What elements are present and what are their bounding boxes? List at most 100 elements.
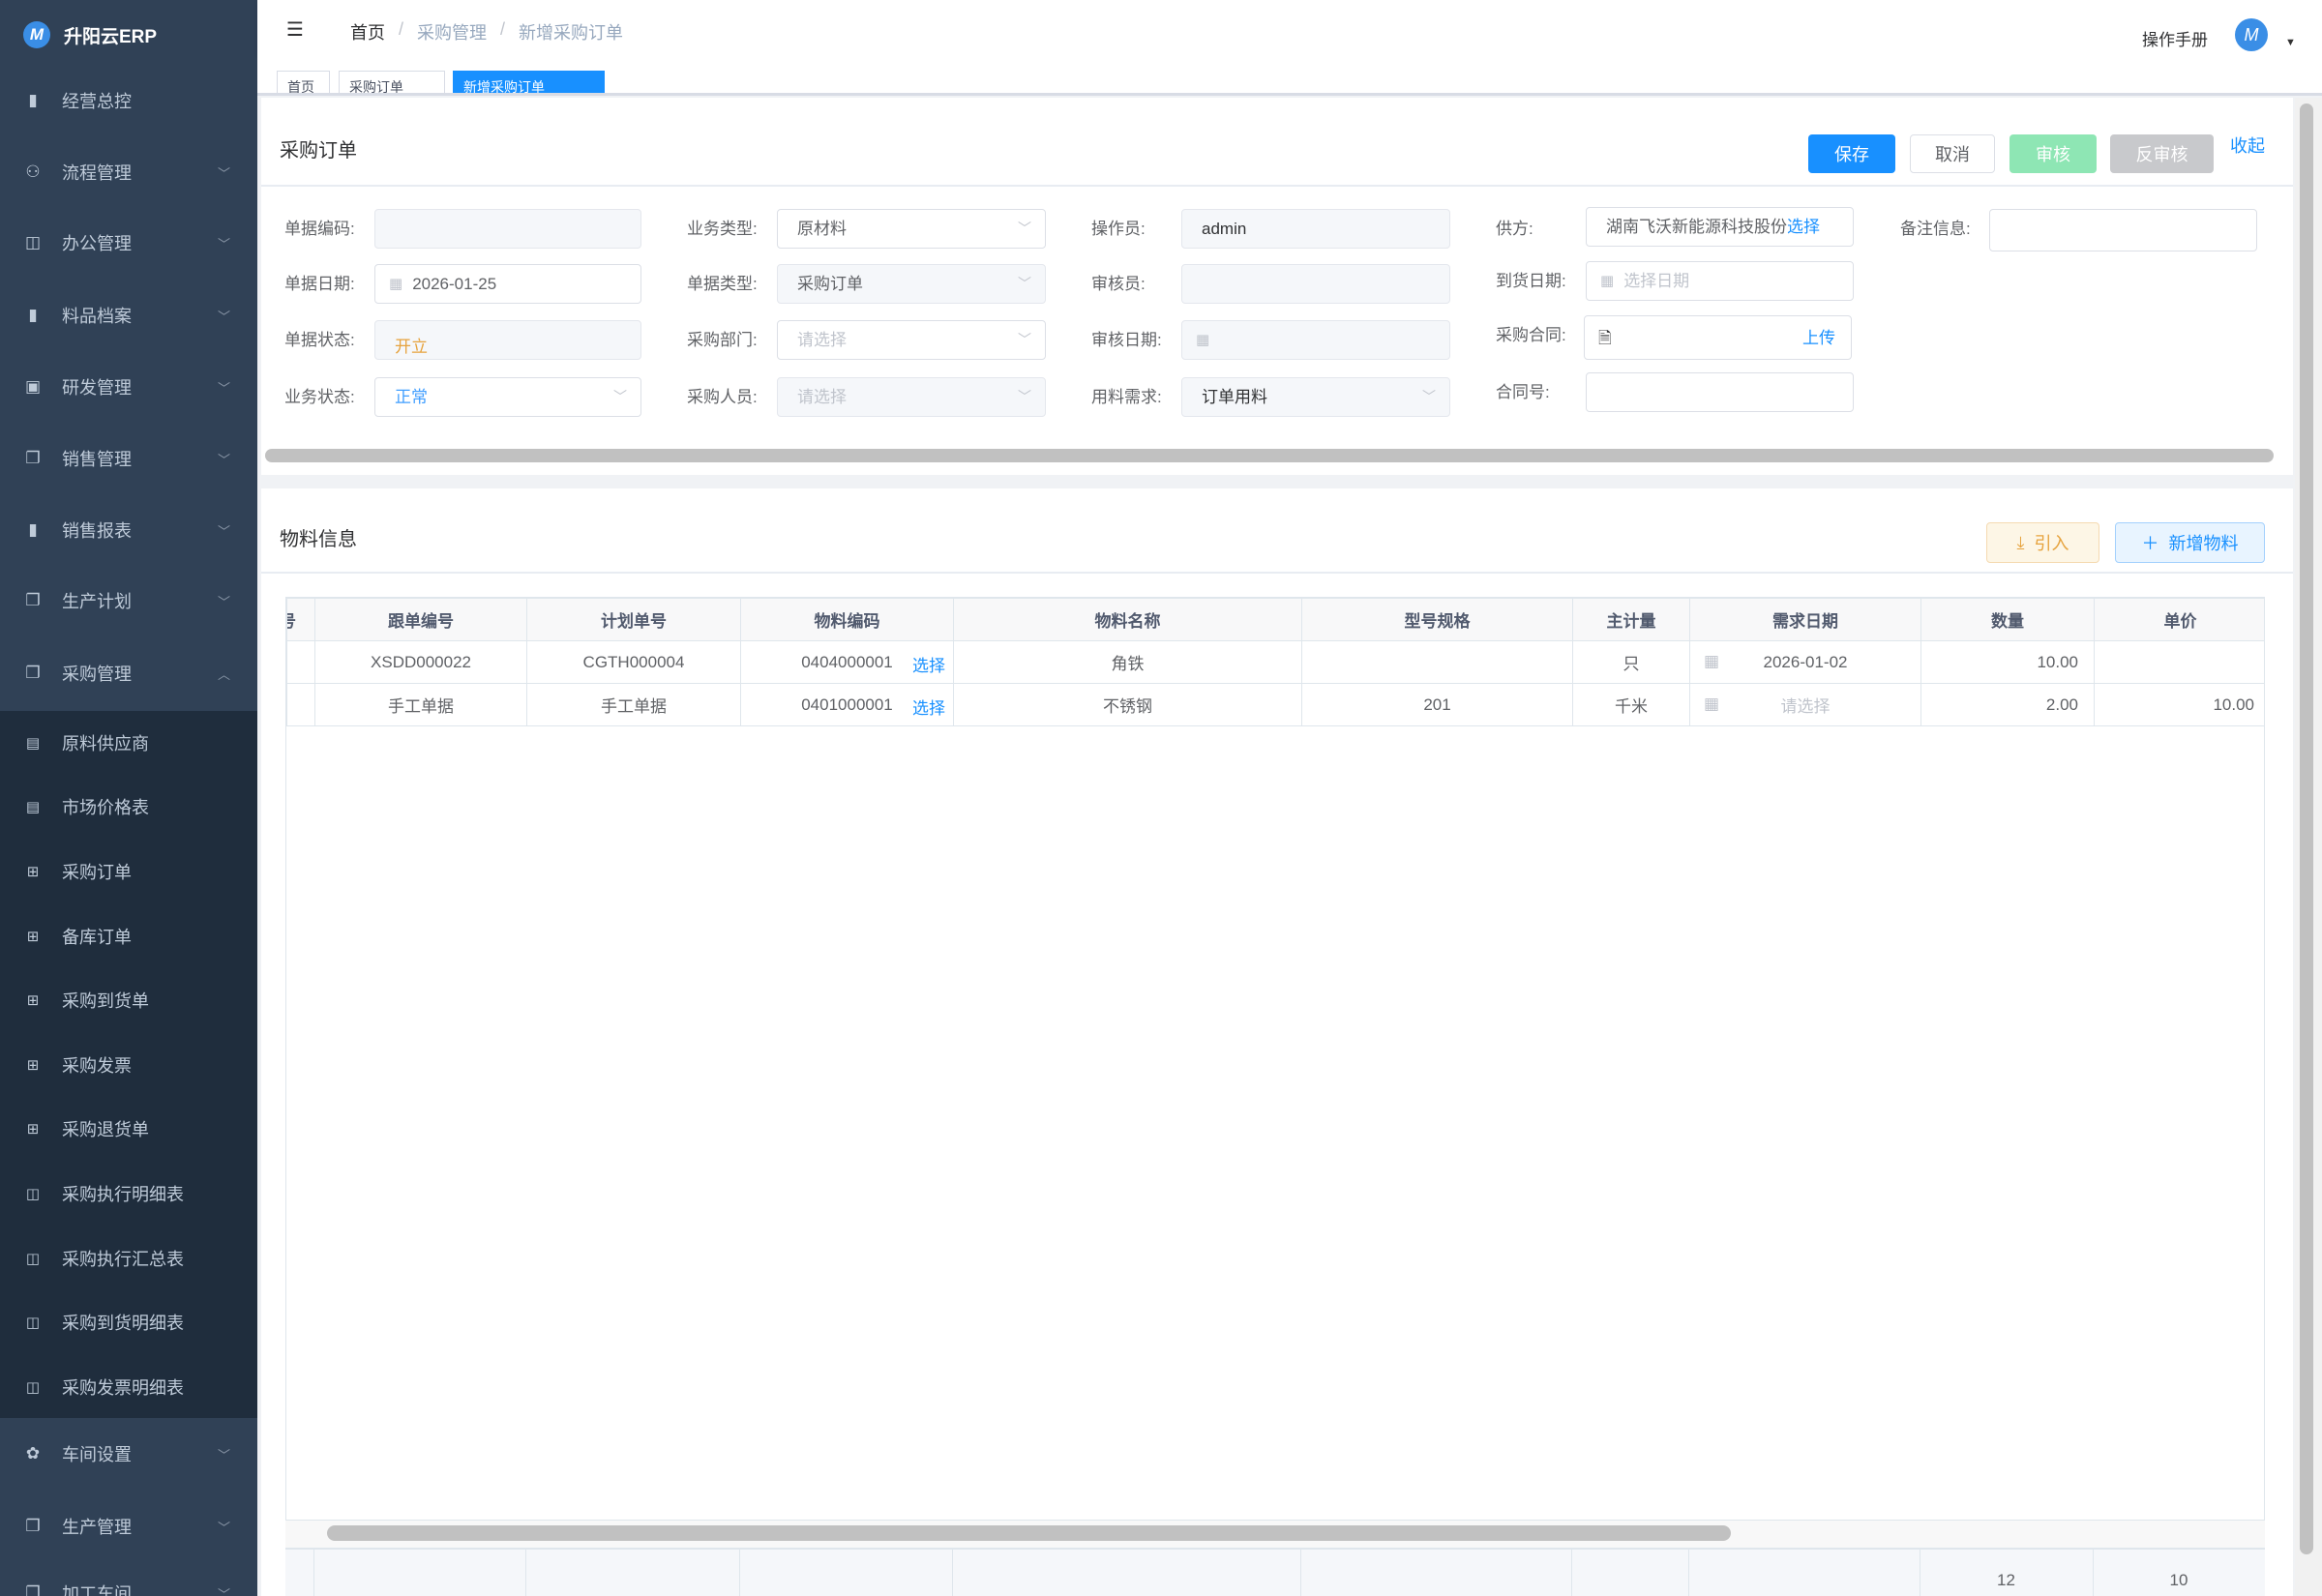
dept-select[interactable]: 请选择 ﹀ [777,320,1046,360]
biz-type-label: 业务类型: [687,220,758,238]
demand-select[interactable]: 订单用料 ﹀ [1181,377,1450,417]
cell-plan-no: 手工单据 [526,683,741,726]
cell-quantity[interactable]: 10.00 [1920,640,2095,684]
cell-spec [1301,640,1573,684]
user-avatar[interactable]: M [2235,18,2268,51]
code-input[interactable] [374,209,641,249]
materials-table-wrap: 号 跟单编号 计划单号 物料编码 物料名称 型号规格 主计量 需求日期 数量 单… [285,597,2265,1521]
contract-upload[interactable]: 🗎 上传 [1584,315,1852,360]
remark-input[interactable] [1989,209,2257,251]
select-material-link[interactable]: 选择 [912,699,945,718]
sidebar-item-sales[interactable]: ❐ 销售管理 ﹀ [0,429,257,488]
table-row[interactable]: 手工单据 手工单据 0401000001 选择 不锈钢 201 千米 ▦ 请选择 2… [286,683,2264,726]
sidebar-item-sales-report[interactable]: ▮ 销售报表 ﹀ [0,501,257,559]
hamburger-icon[interactable]: ☰ [286,19,304,41]
approve-button[interactable]: 审核 [2009,134,2097,173]
sidebar-item-processing[interactable]: ❐ 加工车间 ﹀ [0,1564,257,1596]
row-index [286,683,315,726]
form-horizontal-scrollbar[interactable] [265,449,2274,462]
sidebar-item-process[interactable]: ⚇ 流程管理 ﹀ [0,143,257,201]
cell-unit-price[interactable]: 10.00 [2094,683,2264,726]
sidebar-item-rd[interactable]: ▣ 研发管理 ﹀ [24,377,230,398]
submenu-item-stock-order[interactable]: ⊞ 备库订单 [0,907,257,965]
biz-status-label: 业务状态: [284,388,355,406]
submenu-item-supplier[interactable]: ▤ 原料供应商 [0,714,257,772]
sidebar-item-production-plan[interactable]: ❐ 生产计划 ﹀ [0,572,257,630]
date-input[interactable]: ▦ 2026-01-25 [374,264,641,304]
supplier-label: 供方: [1496,220,1533,238]
buyer-select[interactable]: 请选择 ﹀ [777,377,1046,417]
biz-status-select[interactable]: 正常 ﹀ [374,377,641,417]
select-material-link[interactable]: 选择 [912,657,945,675]
submenu-item-price-list[interactable]: ▤ 市场价格表 [0,778,257,836]
office-icon: ◫ [24,233,42,251]
arrival-date-input[interactable]: ▦ 选择日期 [1586,261,1854,301]
sidebar-item-office[interactable]: ◫ 办公管理 ﹀ [24,233,230,253]
sidebar-item-production[interactable]: ❐ 生产管理 ﹀ [0,1497,257,1555]
submenu-item-arrival-detail[interactable]: ◫ 采购到货明细表 [0,1293,257,1351]
manual-link[interactable]: 操作手册 [2142,31,2208,49]
table-header-row: 号 跟单编号 计划单号 物料编码 物料名称 型号规格 主计量 需求日期 数量 单… [286,598,2264,641]
table-icon: ⊞ [26,929,40,945]
app-logo[interactable]: M 升阳云ERP [23,21,157,48]
sidebar-item-workshop-settings[interactable]: ✿ 车间设置 ﹀ [0,1425,257,1483]
biz-type-select[interactable]: 原材料 ﹀ [777,209,1046,249]
tag-new-order[interactable]: 新增采购订单 [453,71,605,93]
col-quantity: 数量 [1920,598,2095,641]
chevron-down-icon: ﹀ [217,380,230,396]
submenu-item-exec-detail[interactable]: ◫ 采购执行明细表 [0,1165,257,1223]
audit-date-label: 审核日期: [1091,331,1162,349]
submenu-item-return[interactable]: ⊞ 采购退货单 [0,1100,257,1158]
upload-link[interactable]: 上传 [1802,328,1835,347]
supplier-select-link[interactable]: 选择 [1787,218,1820,236]
materials-table: 号 跟单编号 计划单号 物料编码 物料名称 型号规格 主计量 需求日期 数量 单… [286,598,2264,726]
sidebar-item-materials[interactable]: ▮ 料品档案 ﹀ [0,286,257,344]
sidebar-item-purchase[interactable]: ❐ 采购管理 ︿ [0,644,257,702]
cell-demand-date[interactable]: ▦ 请选择 [1689,683,1921,726]
save-button[interactable]: 保存 [1808,134,1895,173]
doc-type-select[interactable]: 采购订单 ﹀ [777,264,1046,304]
divider [261,185,2293,187]
submenu-item-purchase-order[interactable]: ⊞ 采购订单 [0,842,257,901]
cell-spec: 201 [1301,683,1573,726]
chevron-down-icon: ﹀ [1018,332,1031,347]
chevron-down-icon: ﹀ [1018,276,1031,291]
cell-demand-date[interactable]: ▦ 2026-01-02 [1689,640,1921,684]
breadcrumb: 首页 / 采购管理 / 新增采购订单 [350,19,624,43]
collapse-link[interactable]: 收起 [2230,136,2265,156]
breadcrumb-home[interactable]: 首页 [350,23,385,43]
unapprove-button[interactable]: 反审核 [2110,134,2214,173]
sidebar-item-dashboard[interactable]: ▮ 经营总控 [0,72,257,130]
import-button[interactable]: ⤓ 引入 [1986,522,2099,563]
operator-input: admin [1181,209,1450,249]
submenu-item-invoice[interactable]: ⊞ 采购发票 [0,1036,257,1094]
contract-no-input[interactable] [1586,372,1854,412]
col-index: 号 [286,598,315,641]
tag-home[interactable]: 首页 [277,71,330,93]
info-icon: ▣ [24,377,42,396]
operator-label: 操作员: [1091,220,1146,238]
page-vertical-scrollbar[interactable] [2300,103,2313,1554]
auditor-label: 审核员: [1091,275,1146,293]
cell-material-code: 0404000001 选择 [740,640,954,684]
cell-material-code: 0401000001 选择 [740,683,954,726]
caret-down-icon[interactable]: ▼ [2285,37,2296,48]
supplier-input[interactable]: 湖南飞沃新能源科技股份 选择 [1586,207,1854,247]
submenu-item-exec-summary[interactable]: ◫ 采购执行汇总表 [0,1229,257,1287]
cell-unit-price[interactable] [2094,640,2264,684]
book-icon: ▮ [28,306,38,324]
tags-view: 首页 采购订单 新增采购订单 [257,55,2322,96]
add-material-button[interactable]: ＋新增物料 [2115,522,2265,563]
table-icon: ⊞ [26,1057,40,1074]
doc-type-label: 单据类型: [687,275,758,293]
cancel-button[interactable]: 取消 [1910,134,1995,173]
table-row[interactable]: XSDD000022 CGTH000004 0404000001 选择 角铁 只 … [286,640,2264,684]
cell-quantity[interactable]: 2.00 [1920,683,2095,726]
submenu-item-invoice-detail[interactable]: ◫ 采购发票明细表 [0,1358,257,1416]
table-icon: ⊞ [26,864,40,880]
tag-purchase-order[interactable]: 采购订单 [339,71,445,93]
page-scroll-track [2295,98,2322,1596]
table-horizontal-scrollbar[interactable] [327,1525,1731,1541]
summary-unit-price: 10 [2169,1571,2188,1589]
submenu-item-arrival[interactable]: ⊞ 采购到货单 [0,971,257,1029]
